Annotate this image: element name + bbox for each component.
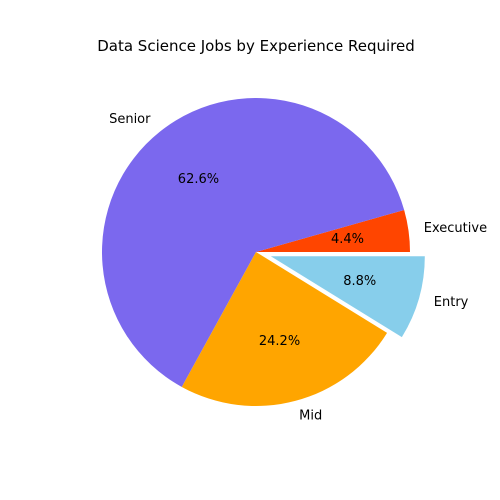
slice-percent-mid: 24.2% bbox=[259, 334, 300, 349]
chart-title: Data Science Jobs by Experience Required bbox=[97, 37, 415, 55]
slice-label-senior: Senior bbox=[109, 112, 151, 127]
slice-percent-executive: 4.4% bbox=[331, 232, 364, 247]
slice-percent-senior: 62.6% bbox=[178, 172, 219, 187]
slice-label-entry: Entry bbox=[434, 295, 469, 310]
slice-label-mid: Mid bbox=[299, 408, 322, 423]
slice-label-executive: Executive bbox=[424, 221, 487, 236]
slice-percent-entry: 8.8% bbox=[343, 274, 376, 289]
pie-slices bbox=[102, 98, 425, 406]
